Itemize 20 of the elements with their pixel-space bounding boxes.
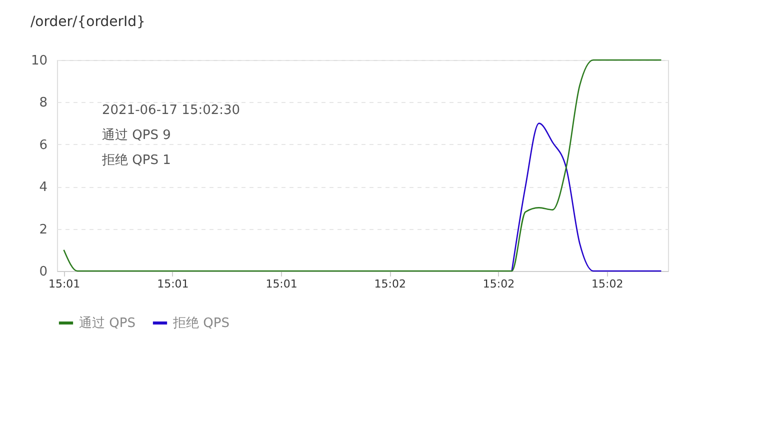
annotation: 拒绝 QPS 1 xyxy=(101,153,171,168)
legend-label: 通过 QPS xyxy=(79,316,136,331)
annotation: 2021-06-17 15:02:30 xyxy=(102,103,240,118)
y-tick-label: 4 xyxy=(39,180,48,196)
y-tick-label: 8 xyxy=(39,96,48,111)
chart-title: /order/{orderId} xyxy=(30,14,146,30)
legend-label: 拒绝 QPS xyxy=(172,316,230,331)
y-tick-label: 10 xyxy=(30,54,48,68)
y-tick-label: 0 xyxy=(39,264,48,280)
y-tick-label: 2 xyxy=(39,222,48,238)
y-tick-label: 6 xyxy=(39,138,48,153)
x-tick-label: 15:01 xyxy=(266,278,298,290)
annotation: 通过 QPS 9 xyxy=(102,128,171,143)
line-series xyxy=(63,59,662,272)
x-tick-label: 15:02 xyxy=(482,278,515,290)
x-tick-label: 15:02 xyxy=(592,278,624,290)
line-series xyxy=(511,122,662,272)
x-tick-label: 15:02 xyxy=(374,278,406,290)
x-tick-label: 15:01 xyxy=(157,278,189,290)
x-tick-label: 15:01 xyxy=(48,278,80,290)
